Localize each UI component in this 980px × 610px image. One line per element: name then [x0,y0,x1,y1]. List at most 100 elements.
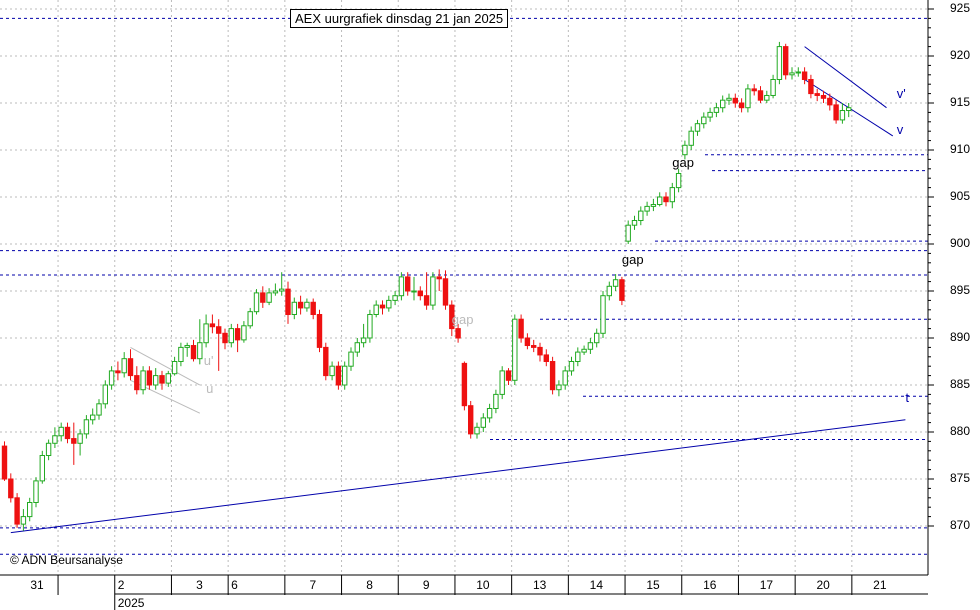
candles-layer [1,41,852,531]
candle-body [524,337,531,347]
candle-body [373,304,379,316]
y-tick-label: 890 [950,330,971,344]
candle-body [833,104,839,121]
candle-body [127,358,134,377]
x-tick-label: 2 [117,578,125,592]
candle-body [83,419,90,435]
candle-body [1,445,8,480]
x-tick-label: 20 [816,578,830,592]
candle-body [644,205,650,212]
annotation-gap: gap [451,312,474,328]
candle-body [285,288,291,315]
candle-body [20,516,27,525]
candle-body [631,220,638,226]
candle-body [266,292,272,303]
candle-body [480,417,487,428]
candle-body [612,279,619,287]
trendlines-layer [10,46,906,534]
candle-body [493,393,499,409]
x-tick-label: 31 [30,578,44,592]
y-tick-label: 880 [950,424,971,438]
candle-body [354,342,361,353]
candle-body [228,328,235,344]
candle-body [770,79,776,96]
candle-body [751,88,757,92]
candle-body [827,97,833,106]
candle-body [657,196,663,206]
candle-body [316,314,323,348]
candle-body [14,497,20,525]
candle-body [486,408,493,419]
candle-body [757,90,764,101]
candle-body [449,304,455,330]
candle-body [638,210,644,222]
y-tick-label: 925 [950,1,971,15]
candle-body [96,403,102,416]
candle-body [745,88,751,109]
candle-body [606,285,612,297]
candle-body [669,187,675,203]
candle-body [304,301,310,309]
candle-body [531,345,537,348]
trendline-t [10,419,906,534]
candle-body [134,375,140,391]
candle-body [367,314,373,339]
candle-body [58,426,64,437]
candle-body [814,93,820,96]
candle-body [90,414,96,421]
candle-body [297,301,304,309]
x-tick-label: 9 [422,578,430,592]
x-tick-label: 14 [589,578,604,592]
candle-body [549,361,556,391]
channel-v-upper [804,46,887,109]
candle-body [795,71,801,74]
candle-body [203,323,209,344]
candle-body [247,311,253,327]
candle-body [468,405,474,435]
candle-body [423,295,430,306]
candle-body [64,426,71,440]
candle-body [537,346,543,356]
candle-body [556,384,562,391]
candle-body [8,478,14,499]
candle-body [713,107,720,113]
channel-u-upper [130,346,201,386]
candle-body [839,110,846,121]
candle-body [568,361,575,372]
candle-body [562,370,568,386]
candle-body [442,278,449,306]
candle-body [153,375,159,386]
candle-body [776,46,783,80]
annotation-v-prime: v' [896,86,906,102]
candle-body [253,292,260,313]
candle-body [121,358,127,374]
candle-body [650,204,657,207]
candle-body [738,102,745,109]
candle-body [720,99,726,109]
y-tick-label: 905 [950,189,971,203]
candle-body [505,370,512,381]
candle-body [474,426,480,435]
x-tick-label: 3 [196,578,203,592]
candle-body [392,295,398,301]
candle-body [581,348,587,353]
axis-layer [0,0,934,610]
candle-body [335,365,342,386]
y-tick-label: 870 [950,518,971,532]
candle-body [701,116,707,125]
candle-body [209,323,216,328]
candle-body [543,354,549,363]
candle-body [342,365,348,386]
candle-body [379,304,386,309]
candle-body [27,502,33,518]
candle-body [33,480,39,504]
annotation-v: v [896,122,904,138]
candle-body [801,71,808,81]
y-tick-label: 895 [950,283,971,297]
candle-body [115,370,121,374]
candle-body [348,351,354,367]
candle-body [675,173,682,189]
annotation-gap: gap [672,155,694,171]
copyright-notice: © ADN Beursanalyse [10,553,123,567]
